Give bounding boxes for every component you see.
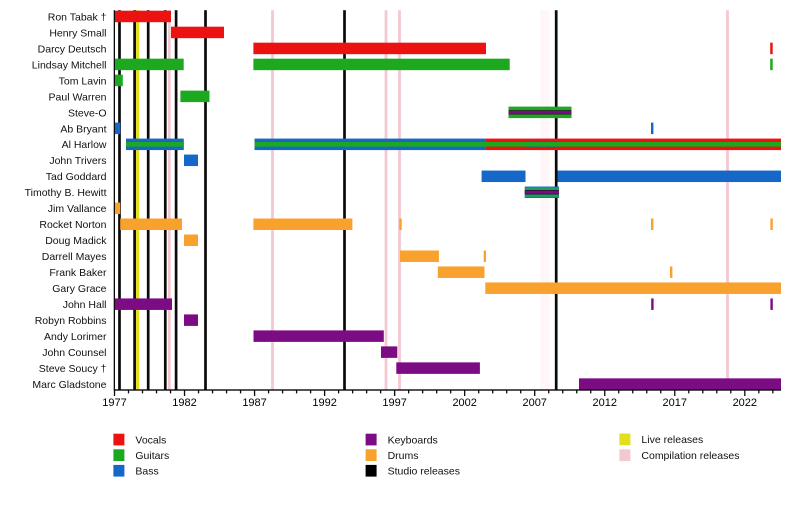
svg-text:1982: 1982 (172, 397, 196, 409)
svg-text:John Hall: John Hall (63, 299, 107, 311)
svg-text:Vocals: Vocals (135, 434, 166, 446)
svg-text:1977: 1977 (102, 397, 126, 409)
svg-text:Al Harlow: Al Harlow (62, 139, 107, 151)
svg-text:Jim Vallance: Jim Vallance (48, 203, 107, 215)
svg-text:Keyboards: Keyboards (388, 434, 438, 446)
svg-text:Andy Lorimer: Andy Lorimer (44, 331, 107, 343)
svg-text:Studio releases: Studio releases (388, 466, 460, 478)
svg-text:2017: 2017 (663, 397, 687, 409)
svg-text:Bass: Bass (135, 466, 158, 478)
svg-text:Frank Baker: Frank Baker (49, 267, 107, 279)
svg-text:Rocket Norton: Rocket Norton (39, 219, 106, 231)
svg-text:Drums: Drums (388, 450, 419, 462)
svg-text:Tad Goddard: Tad Goddard (46, 171, 107, 183)
svg-text:Marc Gladstone: Marc Gladstone (32, 379, 106, 391)
svg-text:Steve Soucy †: Steve Soucy † (39, 363, 107, 375)
svg-text:Doug Madick: Doug Madick (45, 235, 107, 247)
svg-text:Ab Bryant: Ab Bryant (60, 123, 106, 135)
svg-text:1987: 1987 (242, 397, 266, 409)
svg-text:Paul Warren: Paul Warren (49, 91, 107, 103)
svg-text:2002: 2002 (452, 397, 476, 409)
svg-text:Steve-O: Steve-O (68, 107, 107, 119)
svg-text:Lindsay Mitchell: Lindsay Mitchell (32, 59, 107, 71)
svg-text:Gary Grace: Gary Grace (52, 283, 106, 295)
svg-text:Darrell Mayes: Darrell Mayes (42, 251, 107, 263)
svg-text:1992: 1992 (312, 397, 336, 409)
svg-text:Henry Small: Henry Small (49, 27, 106, 39)
svg-text:John Counsel: John Counsel (42, 347, 106, 359)
svg-text:John Trivers: John Trivers (49, 155, 106, 167)
svg-text:Guitars: Guitars (135, 450, 169, 462)
svg-text:Robyn Robbins: Robyn Robbins (35, 315, 107, 327)
svg-text:Compilation releases: Compilation releases (641, 450, 739, 462)
svg-text:Timothy B. Hewitt: Timothy B. Hewitt (25, 187, 107, 199)
svg-text:Tom Lavin: Tom Lavin (59, 75, 107, 87)
svg-text:2022: 2022 (733, 397, 757, 409)
svg-text:1997: 1997 (382, 397, 406, 409)
svg-text:Ron Tabak †: Ron Tabak † (48, 11, 107, 23)
svg-text:Live releases: Live releases (641, 434, 703, 446)
svg-text:2012: 2012 (593, 397, 617, 409)
svg-text:Darcy Deutsch: Darcy Deutsch (38, 43, 107, 55)
svg-text:2007: 2007 (522, 397, 546, 409)
